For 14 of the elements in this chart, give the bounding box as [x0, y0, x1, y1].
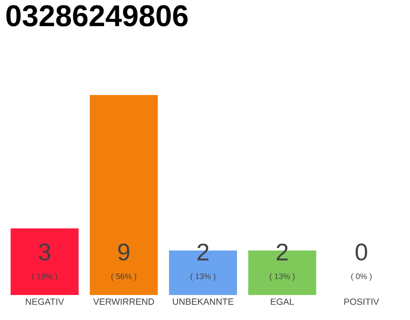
annotation: ( 13% ): [270, 273, 295, 281]
x-tick-label: POSITIV: [344, 298, 380, 305]
data-label: 3: [38, 244, 50, 260]
data-label: 0: [356, 244, 368, 260]
x-tick-label: NEGATIV: [26, 298, 64, 305]
x-tick-label: VERWIRREND: [93, 298, 154, 305]
x-tick-label: UNBEKANNTE: [172, 298, 234, 305]
annotation: ( 19% ): [32, 273, 57, 281]
annotation: ( 56% ): [111, 273, 136, 281]
annotation: ( 13% ): [190, 273, 216, 281]
data-label: 9: [118, 244, 130, 260]
annotation: ( 0% ): [351, 273, 372, 281]
chart-title: 03286249806: [6, 5, 188, 26]
x-tick-label: EGAL: [270, 298, 294, 305]
